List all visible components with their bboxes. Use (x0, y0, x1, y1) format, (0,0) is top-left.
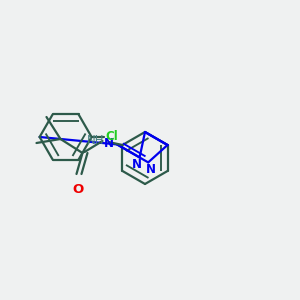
Text: NH: NH (87, 134, 104, 148)
Text: Cl: Cl (106, 130, 118, 143)
Text: N: N (146, 164, 156, 176)
Text: N: N (131, 158, 142, 171)
Text: O: O (73, 183, 84, 196)
Text: N: N (104, 137, 114, 150)
